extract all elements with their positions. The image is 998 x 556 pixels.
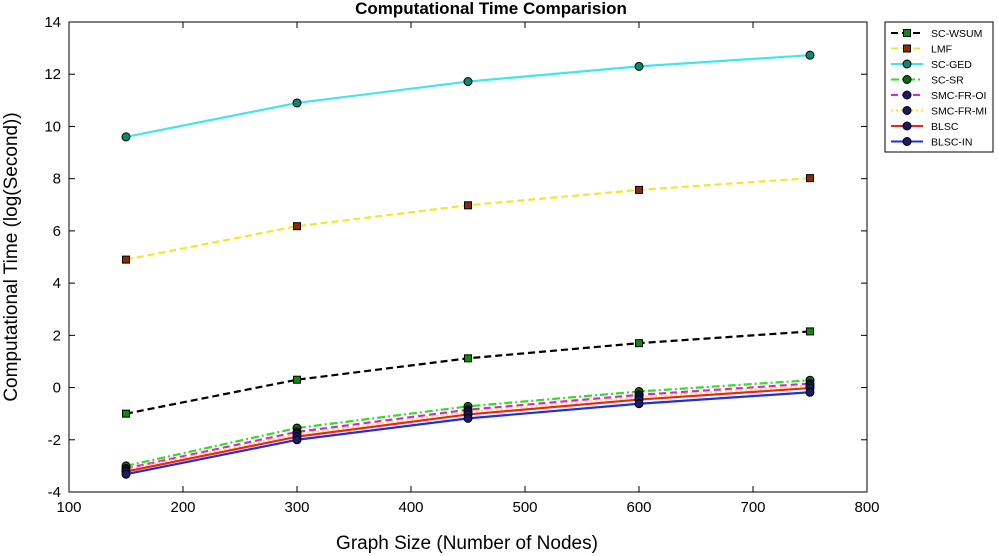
data-point-lmf <box>464 201 472 210</box>
y-tick-label: -4 <box>48 484 61 501</box>
series-line-smc-fr-oi <box>125 382 811 470</box>
legend-marker-sc-wsum <box>903 29 911 37</box>
legend-marker-sc-sr <box>902 75 912 84</box>
series-sc-sr <box>121 375 815 471</box>
legend-marker-lmf <box>903 44 911 53</box>
x-tick-label: 100 <box>56 499 81 516</box>
y-tick-label: 0 <box>53 380 61 397</box>
data-point-blsc-in <box>463 413 473 423</box>
legend-marker-smc-fr-oi <box>902 90 912 100</box>
data-point-sc-wsum <box>464 354 472 363</box>
legend-label-smc-fr-oi: SMC-FR-OI <box>931 90 986 102</box>
legend-label-sc-sr: SC-SR <box>931 75 964 87</box>
legend-box <box>884 21 994 153</box>
legend-marker-smc-fr-mi <box>902 106 912 115</box>
plot-frame <box>68 21 868 493</box>
y-tick-label: 2 <box>53 327 61 344</box>
plot-area: 100 200 300 400 500 600 700 800 -4 -2 0 2 4 6 8 10 12 14 <box>44 14 879 516</box>
x-tick-label: 400 <box>398 499 423 516</box>
x-tick-label: 300 <box>284 499 309 516</box>
data-point-sc-ged <box>634 61 644 71</box>
legend-item-smc-fr-oi: SMC-FR-OI <box>891 90 986 102</box>
legend: SC-WSUM LMF SC-GED SC-SR SMC-FR-OI SMC-FR-MI B… <box>884 21 994 153</box>
x-tick-label: 500 <box>512 499 537 516</box>
x-tick-label: 600 <box>626 499 651 516</box>
legend-marker-blsc-in <box>902 137 912 146</box>
legend-label-sc-ged: SC-GED <box>931 59 972 71</box>
series-line-lmf <box>125 177 811 261</box>
y-tick-label: 12 <box>44 66 61 83</box>
data-point-sc-wsum <box>806 327 814 336</box>
series-line-smc-fr-mi <box>125 384 811 471</box>
legend-label-sc-wsum: SC-WSUM <box>931 28 982 40</box>
data-point-sc-wsum <box>293 375 301 384</box>
data-point-sc-ged <box>121 132 131 142</box>
series-sc-wsum <box>122 327 814 418</box>
data-point-lmf <box>635 185 643 194</box>
legend-item-blsc-in: BLSC-IN <box>891 137 972 149</box>
data-point-lmf <box>122 255 130 264</box>
series-lmf <box>122 174 814 264</box>
x-axis-title: Graph Size (Number of Nodes) <box>336 533 598 554</box>
x-tick-label: 200 <box>170 499 195 516</box>
legend-marker-sc-ged <box>902 59 912 69</box>
data-point-lmf <box>806 174 814 183</box>
series-line-blsc <box>125 386 811 473</box>
y-axis-title: Computational Time (log(Second)) <box>1 112 22 401</box>
legend-item-sc-ged: SC-GED <box>891 59 972 71</box>
legend-item-blsc: BLSC <box>891 121 959 133</box>
data-point-sc-ged <box>463 77 473 87</box>
data-point-blsc-in <box>805 387 815 397</box>
y-tick-label: 6 <box>53 223 61 240</box>
legend-label-blsc-in: BLSC-IN <box>931 137 972 149</box>
legend-item-lmf: LMF <box>891 44 952 56</box>
data-point-sc-ged <box>805 50 815 60</box>
data-point-blsc-in <box>292 435 302 445</box>
legend-item-smc-fr-mi: SMC-FR-MI <box>891 106 987 118</box>
data-point-sc-wsum <box>635 339 643 348</box>
legend-item-sc-wsum: SC-WSUM <box>891 28 982 40</box>
y-tick-label: -2 <box>48 432 61 449</box>
series-line-sc-wsum <box>125 330 811 415</box>
data-point-sc-ged <box>292 98 302 108</box>
data-point-blsc-in <box>634 399 644 409</box>
data-point-lmf <box>293 222 301 231</box>
series-blsc-in <box>121 387 815 479</box>
legend-label-lmf: LMF <box>931 44 952 56</box>
data-point-blsc-in <box>121 469 131 479</box>
legend-label-smc-fr-mi: SMC-FR-MI <box>931 106 987 118</box>
y-tick-label: 4 <box>53 275 61 292</box>
y-tick-label: 8 <box>53 171 61 188</box>
series-sc-ged <box>121 50 815 142</box>
x-tick-label: 800 <box>854 499 879 516</box>
legend-label-blsc: BLSC <box>931 121 959 133</box>
series-blsc <box>121 383 815 477</box>
data-point-sc-wsum <box>122 409 130 418</box>
x-tick-label: 700 <box>740 499 765 516</box>
y-tick-label: 10 <box>44 118 61 135</box>
legend-item-sc-sr: SC-SR <box>891 75 964 87</box>
legend-marker-blsc <box>902 121 912 131</box>
y-tick-label: 14 <box>44 14 61 31</box>
chart-title: Computational Time Comparision <box>355 0 627 18</box>
series-line-sc-ged <box>125 54 811 138</box>
